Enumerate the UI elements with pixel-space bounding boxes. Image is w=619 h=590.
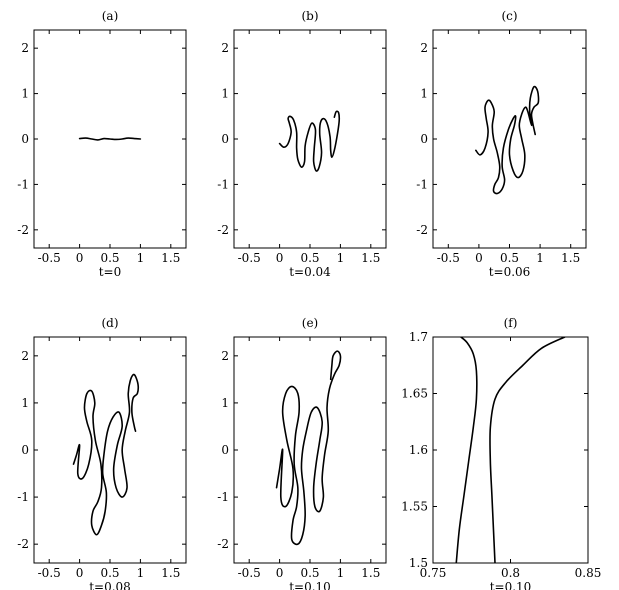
y-tick-label: -2 [416,223,428,237]
y-tick-label: 1 [221,87,229,101]
x-tick-label: 1 [137,251,145,265]
y-tick-label: 1.7 [409,330,428,344]
x-tick-label: -0.5 [38,566,61,580]
x-tick-label: 0.5 [100,566,119,580]
curve-f-1 [489,337,566,563]
x-tick-label: 0.8 [501,566,520,580]
y-tick-label: 1 [21,396,29,410]
axes-frame-b [233,29,387,249]
y-tick-label: 1.6 [409,443,428,457]
y-tick-label: -2 [217,223,229,237]
curve-group-b [278,110,341,172]
y-tick-label: 1 [221,396,229,410]
y-tick-label: 1.65 [401,387,428,401]
axes-frame-e [233,336,387,564]
curve-b-0 [278,110,341,172]
panel-caption-b: t=0.04 [289,265,331,279]
axes-frame-f [432,336,589,564]
y-tick-label: -1 [217,490,229,504]
curve-group-a [78,137,142,141]
panel-e: (e) -0.5 0 0.5 1 1.5 -2 -1 0 1 2 t=0.10 [217,316,387,590]
panel-title-e: (e) [302,316,318,330]
axes-frame-d [33,336,187,564]
panel-title-a: (a) [102,9,119,23]
x-tick-label: 0 [475,251,483,265]
x-tick-label: 0 [276,251,284,265]
y-tick-label: 2 [221,41,229,55]
y-tick-label: -1 [217,177,229,191]
y-tick-label: 0 [21,132,29,146]
x-tick-label: 1 [337,251,345,265]
curve-group-c [475,85,540,195]
x-tick-label: 0 [276,566,284,580]
panel-c: (c) -0.5 0 0.5 1 1.5 -2 -1 0 1 2 t=0.06 [416,9,587,279]
x-tick-label: 1.5 [561,251,580,265]
curve-group-e [275,350,342,546]
y-tick-label: 1 [21,87,29,101]
y-tick-label: 1 [420,87,428,101]
y-tick-label: -1 [416,177,428,191]
x-tick-label: 0 [76,566,84,580]
curve-c-0 [475,85,540,195]
y-tick-label: -2 [17,223,29,237]
y-tick-label: 2 [221,349,229,363]
x-tick-label: 0.5 [300,251,319,265]
y-tick-label: -2 [17,537,29,551]
y-tick-label: 0 [420,132,428,146]
x-tick-label: 1.5 [361,251,380,265]
panel-caption-f: t=0.10 [490,580,532,590]
curve-group-f [455,337,566,563]
x-tick-label: 0.5 [500,251,519,265]
x-tick-label: -0.5 [238,251,261,265]
x-tick-label: 0.5 [300,566,319,580]
y-tick-label: 0 [221,443,229,457]
curve-group-d [72,373,140,536]
x-tick-label: 1.5 [361,566,380,580]
x-tick-label: 0.75 [420,566,447,580]
x-tick-label: 1.5 [161,251,180,265]
x-tick-label: 0.5 [100,251,119,265]
x-tick-label: 0 [76,251,84,265]
panel-d: (d) -0.5 0 0.5 1 1.5 -2 -1 0 1 2 t=0.08 [17,316,187,590]
panel-caption-a: t=0 [99,265,122,279]
panel-caption-c: t=0.06 [489,265,531,279]
y-tick-label: -1 [17,177,29,191]
x-tick-label: 1 [536,251,544,265]
panel-title-c: (c) [501,9,517,23]
y-tick-label: -1 [17,490,29,504]
panel-title-b: (b) [301,9,318,23]
x-tick-label: -0.5 [38,251,61,265]
x-tick-label: 0.85 [575,566,602,580]
x-tick-label: -0.5 [437,251,460,265]
curve-e-0 [275,350,342,546]
curve-f-0 [455,337,478,563]
y-tick-label: 2 [21,349,29,363]
panel-f: (f) 0.75 0.8 0.85 1.5 1.55 1.6 1.65 1.7 t=0.10 [401,316,601,590]
y-tick-label: 0 [21,443,29,457]
x-tick-label: 1 [137,566,145,580]
curve-a-0 [78,137,142,141]
y-tick-label: 1.55 [401,500,428,514]
curve-d-0 [72,373,140,536]
x-tick-label: -0.5 [238,566,261,580]
panel-title-d: (d) [101,316,118,330]
y-tick-label: 1.5 [409,556,428,570]
y-tick-label: 0 [221,132,229,146]
axes-frame-c [432,29,587,249]
y-tick-label: 2 [420,41,428,55]
y-tick-label: 2 [21,41,29,55]
x-tick-label: 1 [337,566,345,580]
x-tick-label: 1.5 [161,566,180,580]
y-tick-label: -2 [217,537,229,551]
panel-a: (a) -0.5 0 0.5 1 1.5 -2 -1 0 1 2 t=0 [17,9,187,279]
panel-b: (b) -0.5 0 0.5 1 1.5 -2 -1 0 1 2 t=0.04 [217,9,387,279]
panel-caption-d: t=0.08 [89,580,131,590]
panel-caption-e: t=0.10 [289,580,331,590]
panel-title-f: (f) [504,316,518,330]
